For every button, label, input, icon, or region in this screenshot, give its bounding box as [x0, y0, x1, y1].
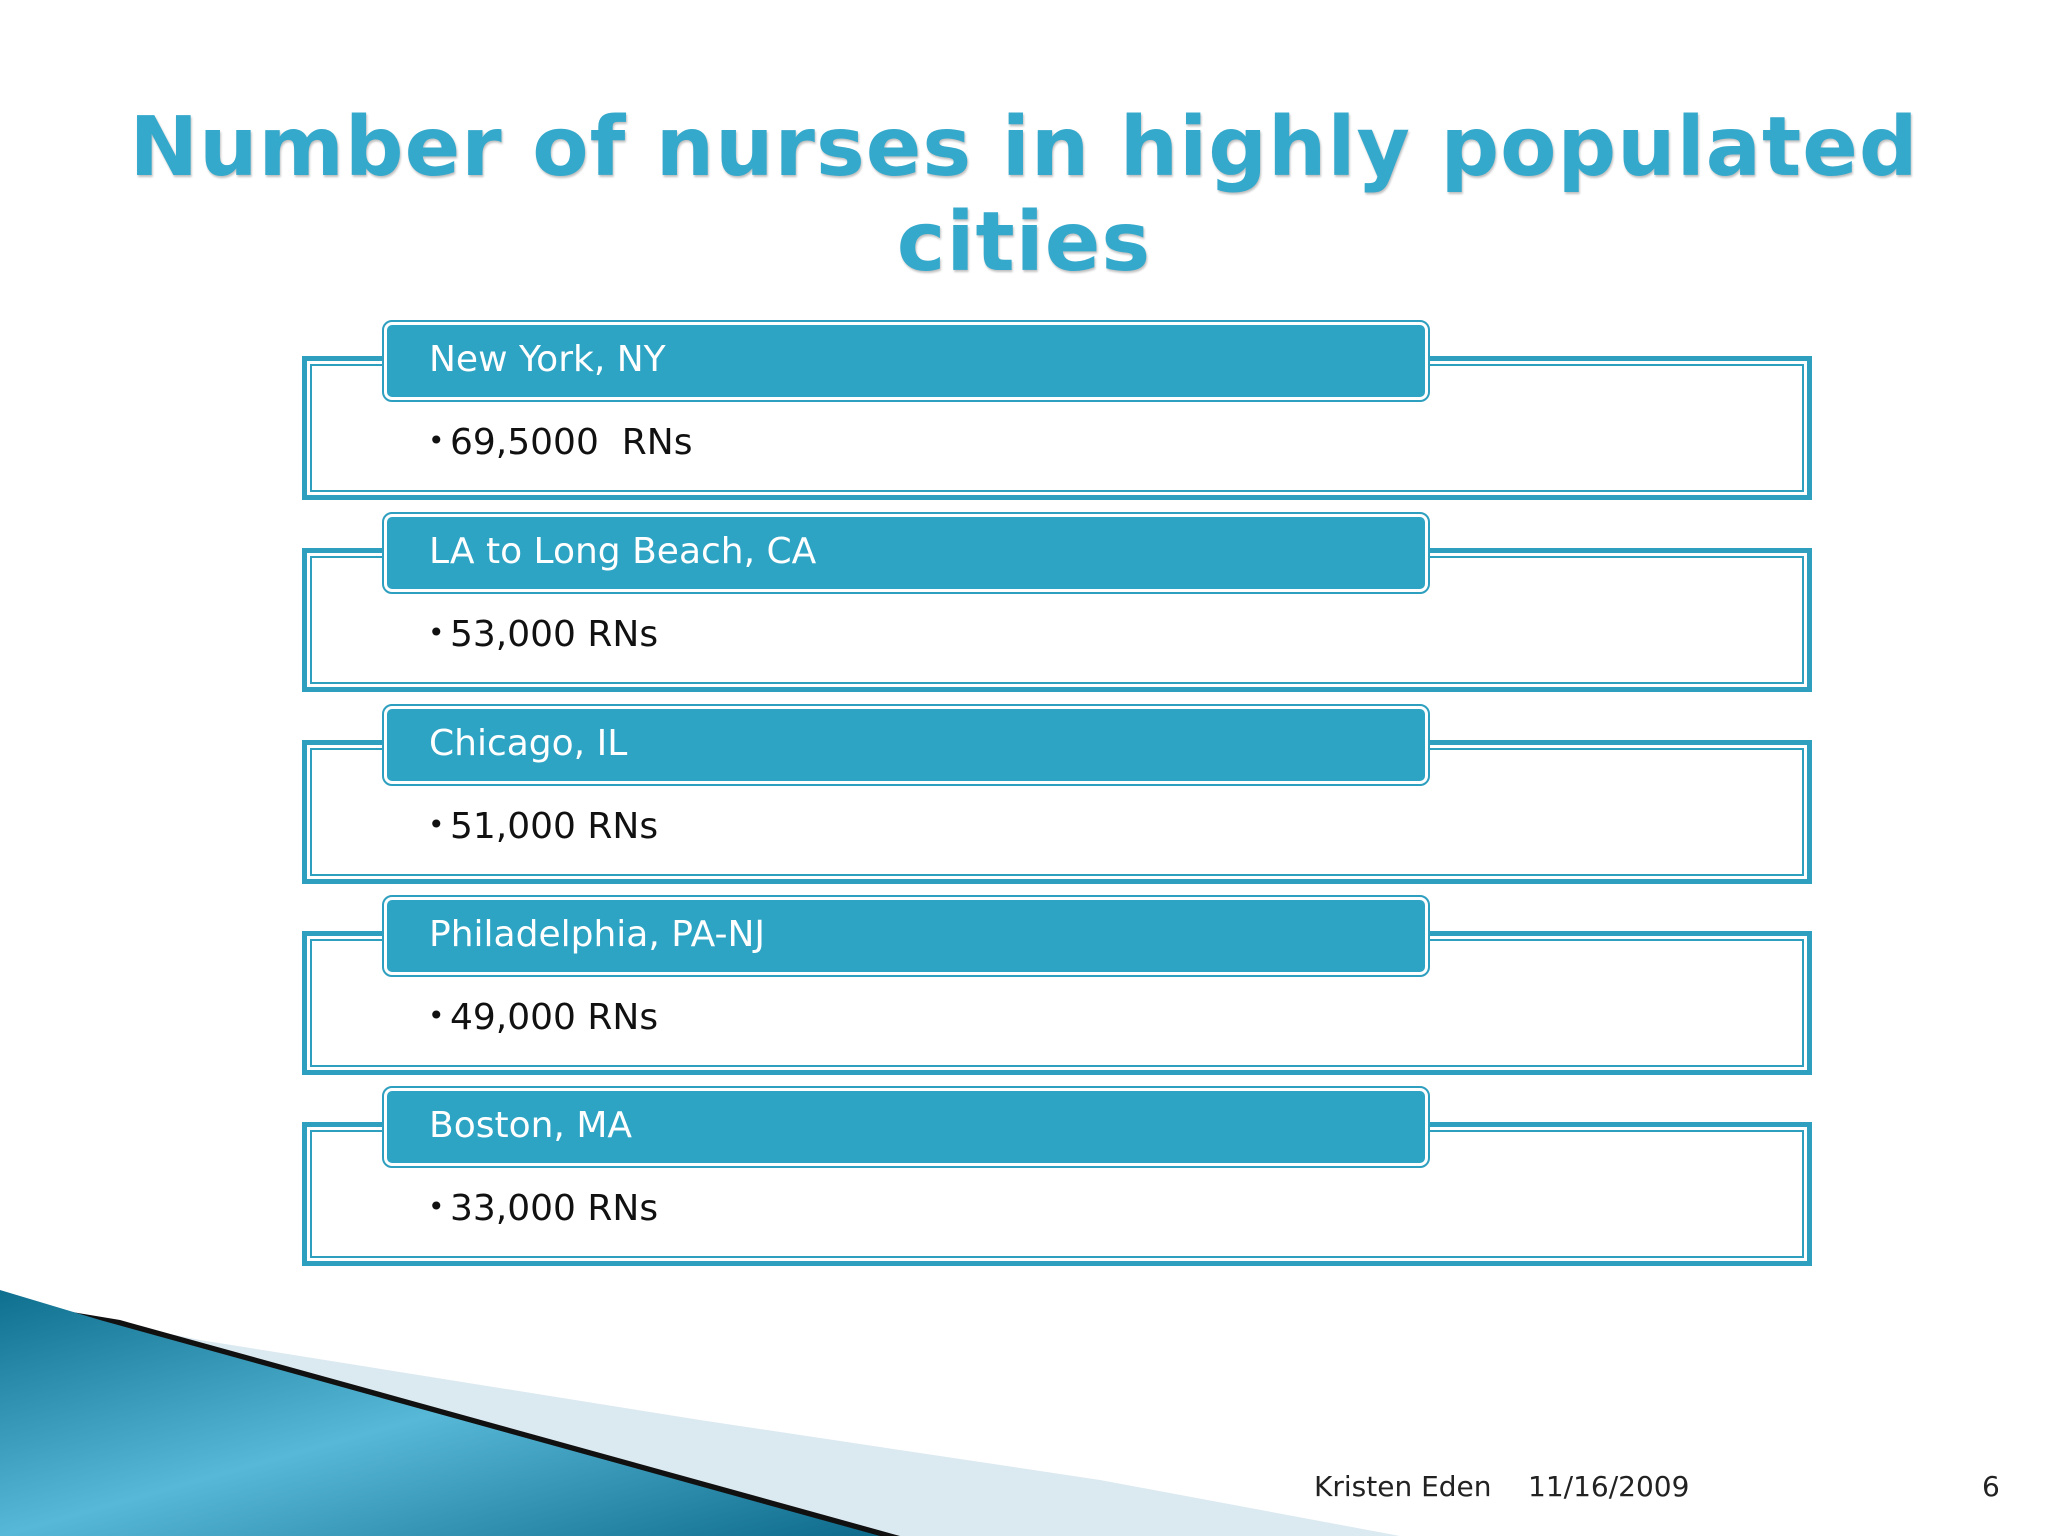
item-value-text: 33,000 RNs: [450, 1188, 659, 1229]
item-header: Boston, MA: [382, 1086, 1430, 1168]
item-header: New York, NY: [382, 320, 1430, 402]
bullet-icon: •: [428, 999, 445, 1032]
decorative-swoosh: [0, 1290, 1400, 1536]
item-value: • 69,5000 RNs: [428, 422, 692, 463]
item-header: Chicago, IL: [382, 704, 1430, 786]
item-header-label: Boston, MA: [429, 1105, 633, 1146]
item-value: • 51,000 RNs: [428, 806, 658, 847]
item-value-text: 51,000 RNs: [450, 806, 659, 847]
item-header-label: Chicago, IL: [429, 723, 628, 764]
item-header-label: New York, NY: [429, 339, 666, 380]
item-value-text: 69,5000 RNs: [450, 422, 693, 463]
list-item-boston: Boston, MA • 33,000 RNs: [302, 1086, 1814, 1266]
item-value: • 33,000 RNs: [428, 1188, 658, 1229]
footer-date: 11/16/2009: [1528, 1470, 1690, 1503]
slide-title: Number of nurses in highly populated cit…: [129, 100, 1919, 290]
bullet-icon: •: [428, 616, 445, 649]
bullet-icon: •: [428, 424, 445, 457]
item-value-text: 53,000 RNs: [450, 614, 659, 655]
bullet-icon: •: [428, 808, 445, 841]
item-header-label: Philadelphia, PA-NJ: [429, 914, 765, 955]
list-item-new-york: New York, NY • 69,5000 RNs: [302, 320, 1814, 500]
footer-author: Kristen Eden: [1314, 1470, 1492, 1503]
swoosh-blue-band: [0, 1290, 880, 1536]
list-item-la: LA to Long Beach, CA • 53,000 RNs: [302, 512, 1814, 692]
footer-page-number: 6: [1982, 1470, 2000, 1503]
item-header: LA to Long Beach, CA: [382, 512, 1430, 594]
item-value: • 53,000 RNs: [428, 614, 658, 655]
item-header-label: LA to Long Beach, CA: [429, 531, 817, 572]
bullet-icon: •: [428, 1190, 445, 1223]
list-item-chicago: Chicago, IL • 51,000 RNs: [302, 704, 1814, 884]
item-value-text: 49,000 RNs: [450, 997, 659, 1038]
item-value: • 49,000 RNs: [428, 997, 658, 1038]
list-item-philadelphia: Philadelphia, PA-NJ • 49,000 RNs: [302, 895, 1814, 1075]
item-header: Philadelphia, PA-NJ: [382, 895, 1430, 977]
